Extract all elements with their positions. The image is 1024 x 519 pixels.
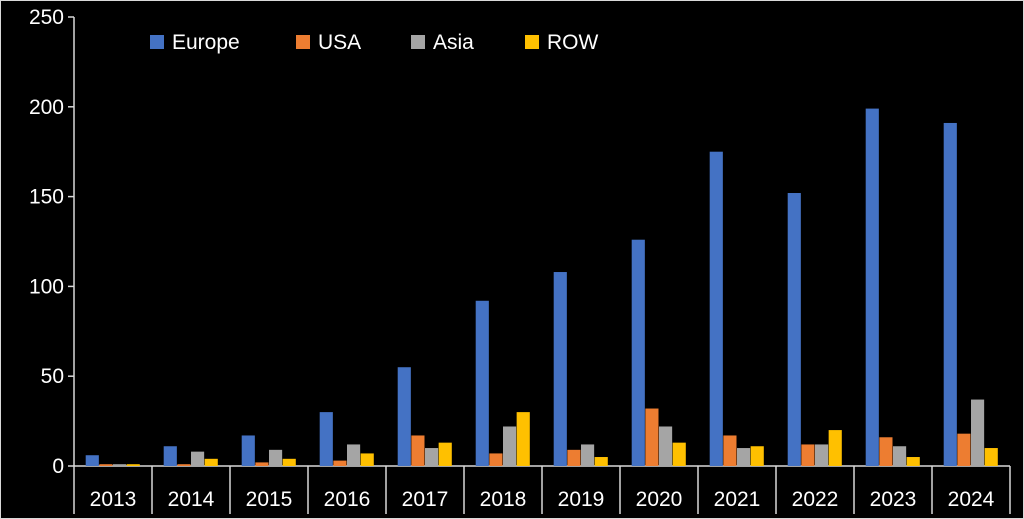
bar-europe-2016 [319,412,333,466]
bar-row-2013 [126,464,140,466]
bar-asia-2016 [347,444,361,466]
bar-europe-2019 [553,272,567,466]
x-tick-label: 2021 [714,488,761,511]
legend-label-row: ROW [547,31,599,54]
bar-row-2019 [594,457,608,466]
legend-swatch-europe [150,35,164,49]
bar-usa-2020 [645,408,659,466]
bar-usa-2016 [333,460,347,466]
bar-usa-2015 [255,462,269,466]
bar-asia-2019 [581,444,595,466]
legend-swatch-usa [296,35,310,49]
bar-usa-2013 [99,464,113,466]
x-tick-label: 2017 [402,488,449,511]
y-tick-label: 100 [29,275,64,298]
y-tick-label: 0 [52,455,64,478]
x-tick-label: 2022 [792,488,839,511]
bar-asia-2023 [893,446,907,466]
bar-europe-2015 [241,435,255,466]
legend-label-europe: Europe [172,31,240,54]
x-tick-label: 2024 [948,488,995,511]
bar-europe-2014 [163,446,177,466]
bar-asia-2014 [191,451,205,466]
bar-europe-2022 [787,193,801,466]
x-tick-label: 2016 [324,488,371,511]
bar-usa-2014 [177,464,191,466]
bar-europe-2018 [475,300,489,466]
bar-row-2024 [984,448,998,466]
bar-usa-2017 [411,435,425,466]
y-tick-label: 200 [29,96,64,119]
bar-europe-2013 [85,455,99,466]
x-tick-label: 2020 [636,488,683,511]
bar-usa-2024 [957,433,971,466]
bar-asia-2017 [425,448,439,466]
x-axis: 2013 2014 2015 2016 2017 2018 2019 2020 2021 2022… [73,465,1011,514]
x-tick-label: 2015 [246,488,293,511]
bar-asia-2018 [503,426,517,466]
bar-asia-2022 [815,444,829,466]
bar-asia-2024 [971,399,985,466]
bar-row-2020 [672,442,686,466]
x-tick-label: 2019 [558,488,605,511]
bar-europe-2020 [631,239,645,466]
x-tick-label: 2014 [168,488,215,511]
bar-row-2014 [204,458,218,466]
bar-usa-2019 [567,449,581,466]
bar-row-2016 [360,453,374,466]
legend-swatch-row [525,35,539,49]
bar-europe-2017 [397,367,411,466]
x-tick-label: 2018 [480,488,527,511]
bar-asia-2021 [737,448,751,466]
bar-asia-2020 [659,426,673,466]
y-tick-label: 50 [41,365,64,388]
legend: Europe USA Asia ROW [150,31,599,54]
bar-usa-2023 [879,437,893,466]
bar-asia-2015 [269,449,283,466]
y-tick-label: 250 [29,6,64,29]
bar-europe-2021 [709,151,723,466]
bar-usa-2022 [801,444,815,466]
bar-row-2015 [282,458,296,466]
bar-row-2023 [906,457,920,466]
bar-europe-2023 [865,108,879,466]
bar-row-2021 [750,446,764,466]
bar-usa-2021 [723,435,737,466]
bars [85,108,998,467]
legend-swatch-asia [411,35,425,49]
legend-label-usa: USA [318,31,361,54]
bar-europe-2024 [943,122,957,467]
x-tick-label: 2023 [870,488,917,511]
bar-row-2022 [828,430,842,466]
bar-asia-2013 [113,464,127,466]
y-axis: 0 50 100 150 200 250 [29,6,75,478]
y-tick-label: 150 [29,186,64,209]
bar-usa-2018 [489,453,503,466]
legend-label-asia: Asia [433,31,474,54]
bar-row-2017 [438,442,452,466]
x-tick-label: 2013 [90,488,137,511]
bar-row-2018 [516,412,530,466]
